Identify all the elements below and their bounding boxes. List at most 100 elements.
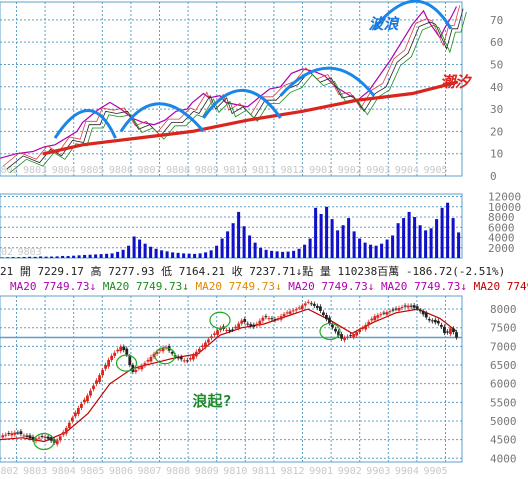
panel1-x-tick-label: 9810	[223, 165, 247, 176]
price-candle-body	[10, 433, 14, 436]
price-candle-body	[1, 435, 5, 438]
price-candle-body	[452, 328, 455, 333]
price-candle-body	[361, 327, 365, 329]
price-ma-line	[0, 308, 457, 443]
panel1-y-tick-label: 0	[490, 170, 497, 183]
volume-bar	[369, 244, 373, 258]
volume-bar	[22, 256, 26, 258]
price-candle-body	[400, 307, 404, 309]
panel1-x-tick-label: 9811	[252, 165, 276, 176]
panel1-x-tick-label: 9808	[166, 165, 190, 176]
panel2-frame	[0, 193, 463, 259]
price-candle-body	[201, 345, 204, 348]
price-candle-body	[367, 321, 371, 325]
price-candle-body	[140, 365, 144, 370]
volume-bar	[363, 242, 367, 258]
panel2-y-tick-label: 4000	[488, 232, 515, 245]
price-candle-body	[4, 434, 8, 436]
price-candle-body	[194, 351, 198, 357]
volume-bar	[253, 242, 257, 258]
volume-bar	[182, 253, 186, 258]
price-candle-body	[340, 334, 343, 339]
panel1-x-tick-label: 9904	[395, 165, 419, 176]
price-candle-body	[455, 332, 458, 338]
price-candle-body	[210, 336, 213, 338]
price-candle-body	[37, 437, 41, 439]
price-candle-body	[49, 437, 53, 441]
price-candle-body	[16, 432, 20, 434]
ma-legend-item: MA20	[103, 280, 136, 293]
panel3-annotation: 浪起?	[193, 392, 232, 410]
ma-legend-line: MA20 7749.73↓ MA20 7749.73↓ MA20 7749.73…	[10, 280, 528, 293]
price-candle-body	[270, 318, 274, 320]
price-candle-body	[412, 305, 416, 308]
price-candle-body	[246, 323, 250, 325]
price-candle-body	[352, 334, 356, 338]
panel2-x-tick-label: 9803	[18, 247, 42, 258]
panel1-x-tick-label: 9809	[195, 165, 219, 176]
price-candle-body	[346, 336, 349, 338]
volume-bar	[303, 244, 307, 258]
volume-bar	[193, 253, 197, 258]
volume-bar	[127, 245, 131, 258]
tide-trend-line	[42, 80, 459, 156]
volume-bar	[286, 251, 290, 258]
price-candle-body	[31, 436, 35, 440]
panel3-frame	[0, 295, 463, 463]
volume-bar	[171, 252, 175, 258]
price-candle-body	[143, 363, 147, 366]
volume-bar	[297, 248, 301, 258]
price-candle-body	[170, 352, 174, 354]
price-candle-body	[427, 318, 431, 321]
price-candle-body	[125, 348, 129, 355]
panel1-x-tick-label: 9802	[0, 165, 19, 176]
price-candle-body	[34, 438, 38, 442]
price-candle-body	[285, 312, 289, 314]
wave-arc-1	[119, 102, 205, 133]
volume-bar	[264, 249, 268, 258]
price-candle-body	[358, 329, 362, 332]
price-candle-body	[104, 365, 107, 369]
price-candle-body	[391, 309, 395, 311]
wave-arc-0	[53, 109, 117, 139]
price-candle-body	[331, 324, 334, 328]
price-candle-body	[219, 327, 222, 331]
ma-legend-item: 7749.73	[507, 280, 528, 293]
ma-legend-item: MA20	[288, 280, 321, 293]
volume-bar	[99, 254, 103, 258]
price-candle-body	[373, 316, 377, 321]
price-candle-body	[267, 318, 271, 320]
wave-arc-4	[372, 0, 453, 30]
price-candle-body	[76, 407, 80, 415]
price-candle-body	[70, 417, 74, 422]
price-candle-body	[322, 312, 325, 316]
volume-bar	[165, 251, 169, 258]
price-candle-body	[128, 356, 132, 366]
panel3-y-tick-label: 7500	[490, 322, 517, 335]
price-candle-body	[312, 303, 316, 306]
price-candle-body	[67, 422, 71, 428]
price-candle-body	[7, 433, 11, 435]
panel3-x-tick-label: 9904	[395, 466, 419, 477]
price-highlight-circle	[209, 311, 231, 329]
volume-bar	[402, 218, 406, 258]
panel1-y-tick-label: 30	[490, 103, 503, 116]
price-candle-body	[406, 305, 410, 308]
price-candle-body	[397, 308, 401, 311]
volume-bar	[407, 211, 411, 258]
volume-bar	[116, 251, 120, 258]
volume-bar	[160, 250, 164, 258]
price-candle-body	[261, 317, 265, 321]
price-candle-body	[225, 329, 228, 331]
price-candle-body	[364, 324, 368, 330]
price-candle-body	[22, 435, 26, 437]
price-candle-body	[379, 314, 383, 316]
panel1-y-tick-label: 60	[490, 36, 503, 49]
volume-bar	[220, 238, 224, 258]
panel3-x-tick-label: 9811	[252, 466, 276, 477]
ma-legend-item: 7749.73↓	[136, 280, 196, 293]
panel1-x-tick-label: 9807	[138, 165, 162, 176]
price-candle-body	[421, 311, 425, 315]
